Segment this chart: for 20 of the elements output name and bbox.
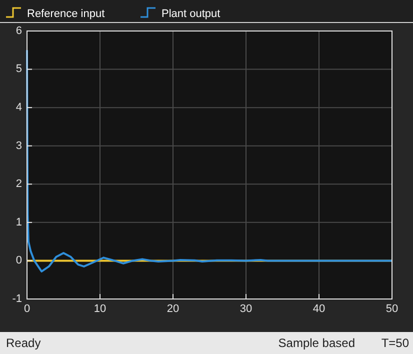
y-tick-label: 2 [16, 178, 22, 190]
y-tick-label: -1 [12, 292, 22, 305]
y-tick-label: 4 [16, 101, 22, 114]
y-tick-label: 5 [16, 63, 22, 76]
x-tick-label: 20 [166, 303, 180, 315]
y-tick-label: 3 [16, 140, 22, 152]
text: T=50 [381, 336, 410, 350]
y-tick-label: 6 [16, 24, 22, 37]
legend-label: Reference input [27, 8, 105, 20]
legend-label: Plant output [162, 8, 220, 20]
x-tick-label: 40 [312, 303, 326, 315]
text: Ready [6, 336, 41, 350]
y-tick-label: 1 [16, 216, 22, 228]
x-tick-label: 10 [94, 303, 106, 315]
x-tick-label: 50 [386, 303, 398, 315]
y-tick-label: 0 [16, 254, 22, 267]
text: Sample based [278, 336, 355, 350]
x-tick-label: 30 [240, 303, 252, 315]
x-tick-label: 0 [24, 303, 30, 315]
line-series [26, 49, 393, 272]
